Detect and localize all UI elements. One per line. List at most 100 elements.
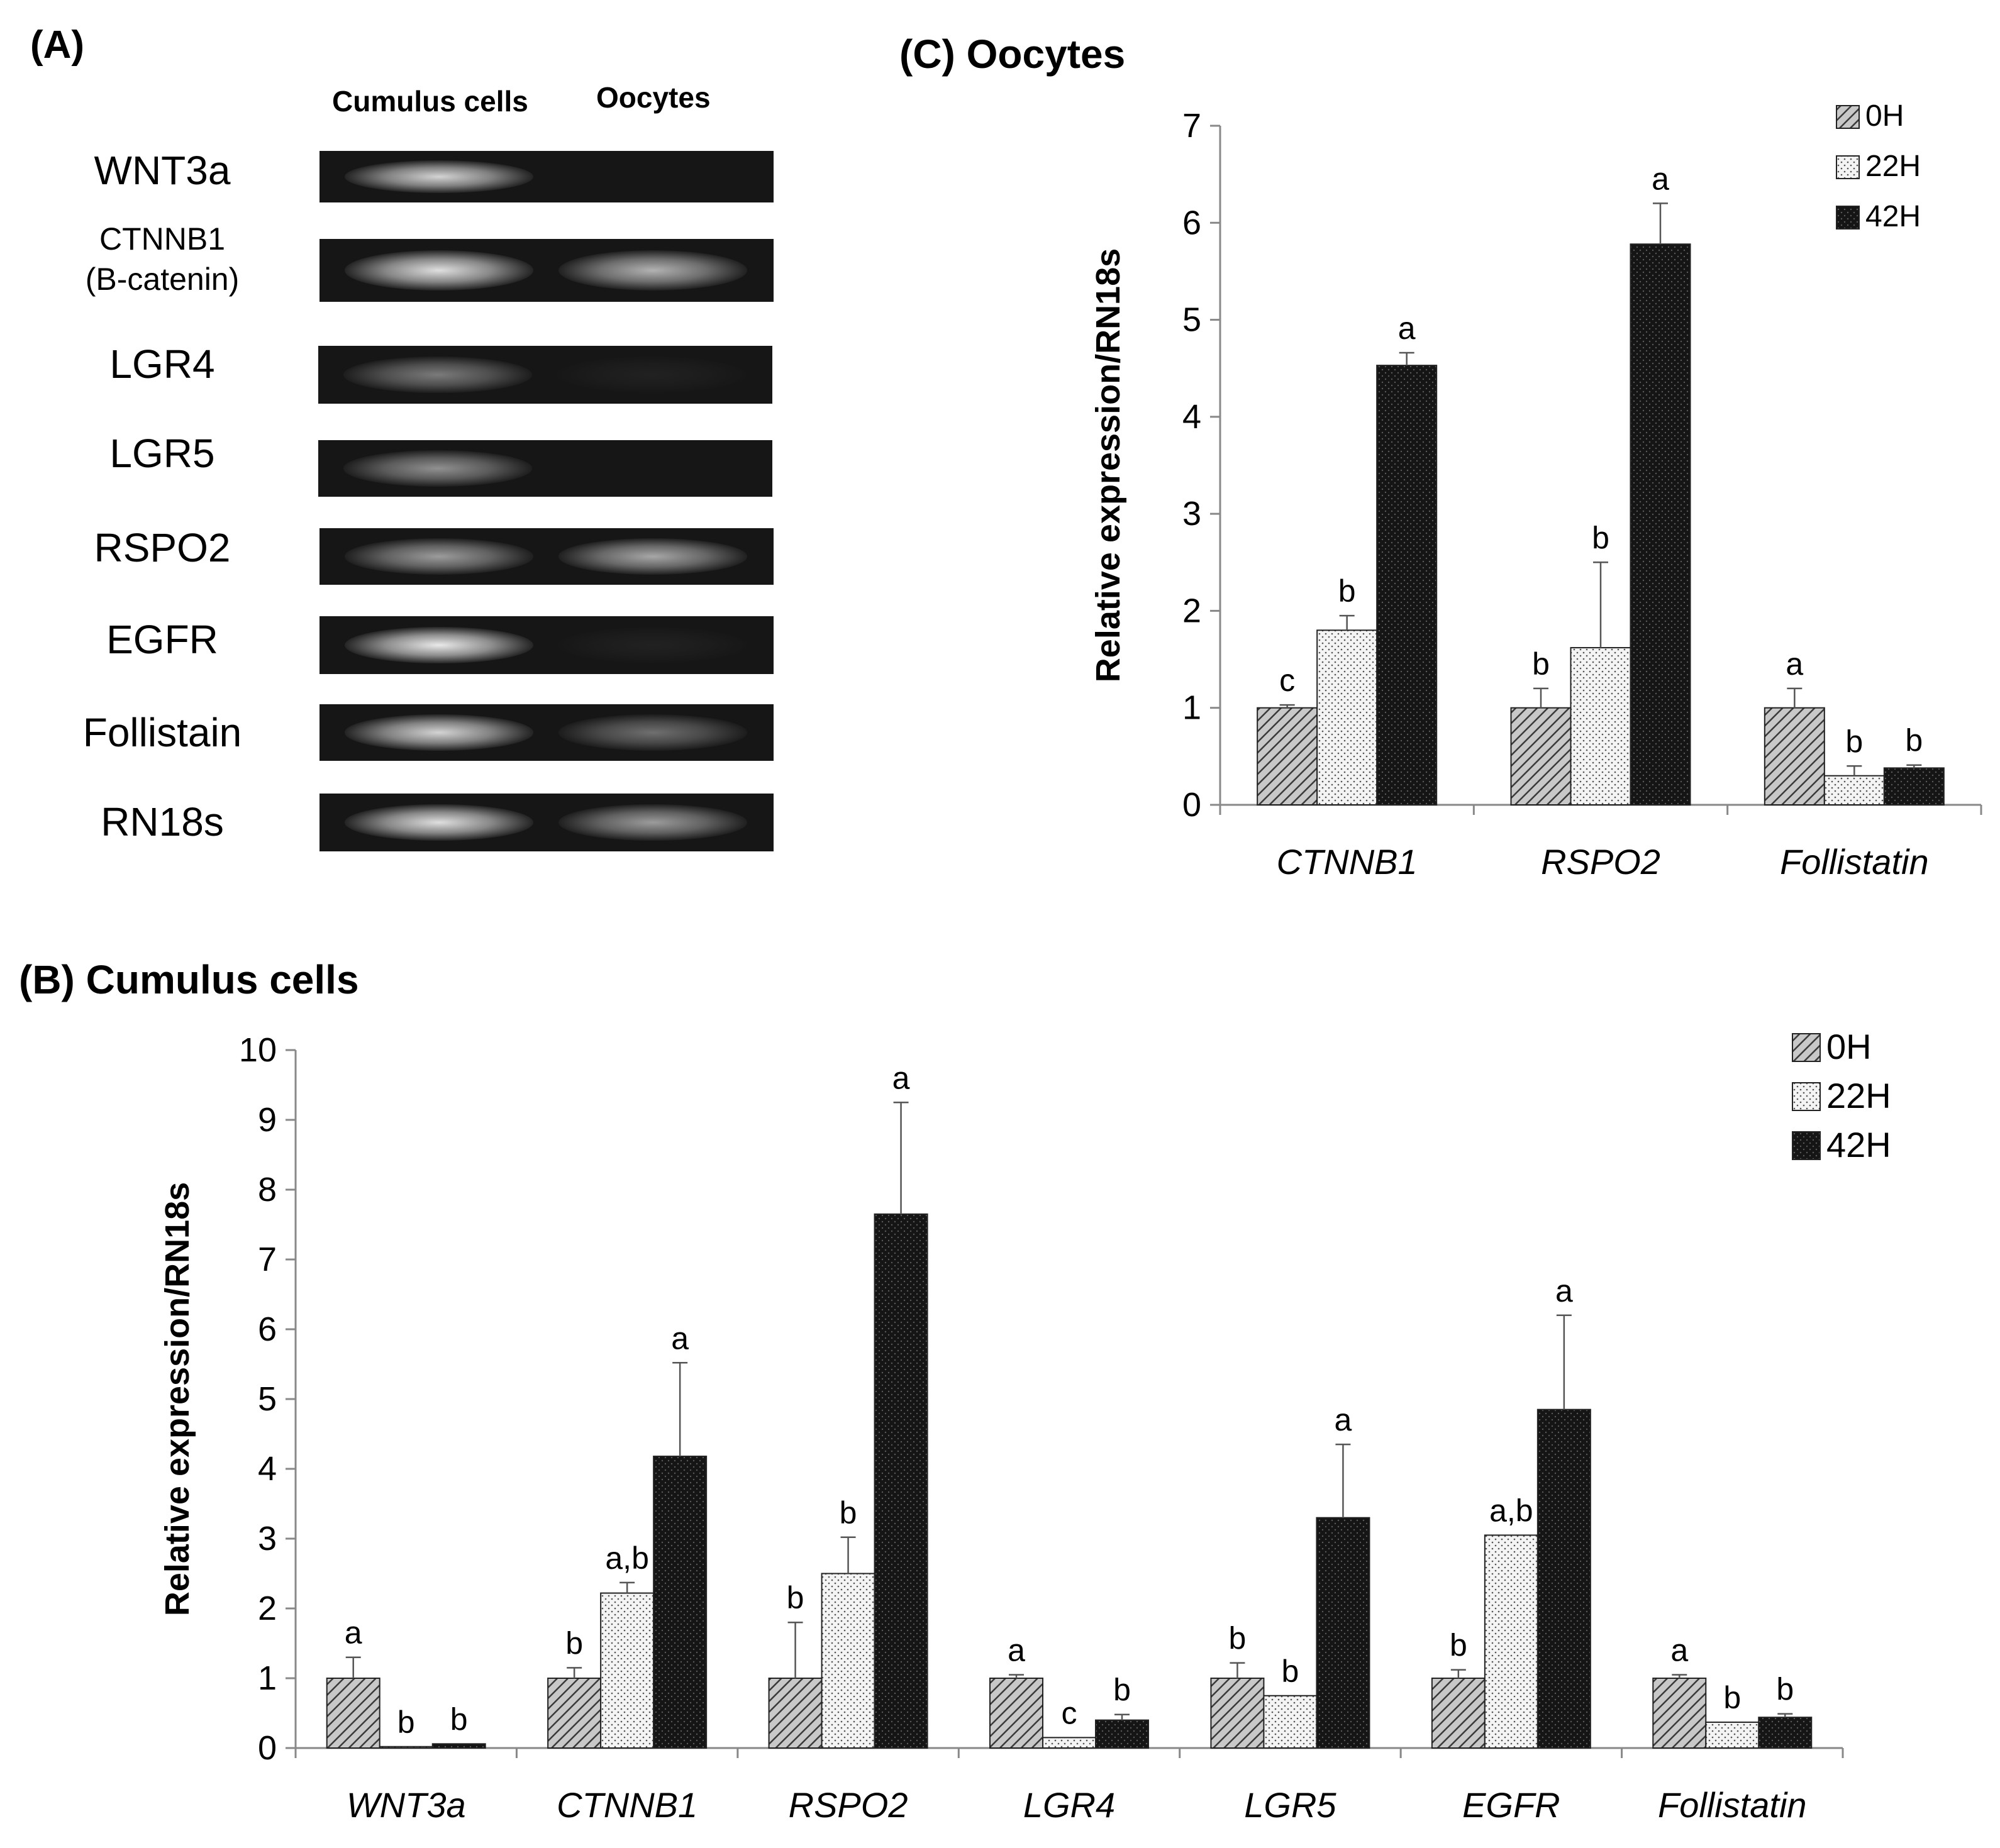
y-tick-label: 4 xyxy=(1182,398,1201,436)
bar xyxy=(768,1678,823,1749)
gel-strip xyxy=(319,528,774,585)
significance-letter: b xyxy=(1450,1628,1467,1663)
gel-band-cumulus xyxy=(345,250,533,290)
significance-letter: a xyxy=(1555,1273,1573,1309)
gel-gene-subname: (B-catenin) xyxy=(85,262,240,297)
gel-band-cumulus xyxy=(343,450,532,487)
bar xyxy=(1042,1737,1096,1749)
y-tick-label: 3 xyxy=(258,1520,277,1558)
gel-band-oocyte xyxy=(558,714,747,751)
significance-letter: c xyxy=(1062,1695,1077,1730)
gel-band-oocyte xyxy=(557,450,746,487)
gel-gene-name: CTNNB1 xyxy=(99,221,226,257)
gel-column-header-oocytes: Oocytes xyxy=(596,81,711,114)
chart-cumulus-cells: (B) Cumulus cells Relative expression/RN1… xyxy=(19,957,1891,1825)
panel-a-label: (A) xyxy=(30,23,85,67)
bar xyxy=(1536,1408,1591,1749)
gel-band-oocyte xyxy=(558,250,747,290)
significance-letter: a xyxy=(1335,1402,1352,1437)
bar xyxy=(1510,707,1572,805)
bar xyxy=(1316,629,1378,805)
significance-letter: a xyxy=(1652,161,1669,196)
significance-letter: b xyxy=(565,1625,583,1661)
gel-gene-label: RSPO2 xyxy=(94,525,231,570)
gel-band-oocyte xyxy=(558,538,747,575)
bar xyxy=(1823,775,1885,805)
y-tick-label: 6 xyxy=(1182,204,1201,241)
x-category-label: CTNNB1 xyxy=(1277,842,1418,882)
gel-gene-label: Follistain xyxy=(82,710,242,755)
significance-letter: a xyxy=(1398,311,1416,346)
legend-label: 22H xyxy=(1826,1076,1891,1115)
y-tick-label: 5 xyxy=(1182,301,1201,339)
bar xyxy=(1095,1719,1149,1749)
bar xyxy=(1764,707,1825,805)
bar xyxy=(874,1213,928,1749)
gel-gene-label: CTNNB1 (B-catenin) xyxy=(30,219,294,299)
legend-label: 22H xyxy=(1865,150,1921,183)
legend-swatch xyxy=(1792,1131,1821,1160)
y-tick-label: 2 xyxy=(1182,592,1201,629)
gel-band-cumulus xyxy=(345,160,533,194)
gel-strip xyxy=(319,794,774,851)
legend-swatch xyxy=(1792,1033,1821,1062)
legend-label: 42H xyxy=(1865,200,1921,233)
gel-band-oocyte xyxy=(558,160,747,194)
gel-band-cumulus xyxy=(345,538,533,575)
gel-column-header-cumulus: Cumulus cells xyxy=(332,85,528,118)
significance-letter: b xyxy=(1592,520,1609,555)
y-tick-label: 3 xyxy=(1182,495,1201,533)
bar xyxy=(653,1456,708,1749)
significance-letter: a xyxy=(1008,1632,1025,1668)
bar xyxy=(431,1743,486,1749)
gel-gene-label: RN18s xyxy=(101,799,224,844)
gel-strip xyxy=(319,616,774,674)
gel-gene-label: EGFR xyxy=(106,617,218,662)
legend-swatch xyxy=(1836,206,1860,230)
significance-letter: b xyxy=(1229,1621,1247,1656)
gel-band-cumulus xyxy=(345,804,533,841)
bar xyxy=(1652,1678,1707,1749)
bar xyxy=(1758,1717,1813,1749)
legend-swatch xyxy=(1836,105,1860,129)
y-tick-label: 0 xyxy=(258,1729,277,1767)
y-tick-label: 2 xyxy=(258,1590,277,1627)
bar xyxy=(1883,767,1945,806)
bar xyxy=(1705,1721,1760,1749)
gel-band-oocyte xyxy=(557,356,746,394)
significance-letter: b xyxy=(1845,724,1863,759)
y-tick-label: 1 xyxy=(258,1659,277,1697)
significance-letter: b xyxy=(1723,1680,1741,1715)
bar xyxy=(1431,1678,1486,1749)
bar xyxy=(1210,1678,1265,1749)
significance-letter: b xyxy=(1905,723,1923,758)
significance-letter: a,b xyxy=(605,1541,649,1576)
significance-letter: b xyxy=(787,1580,804,1615)
x-category-label: CTNNB1 xyxy=(557,1785,697,1825)
y-tick-label: 9 xyxy=(258,1101,277,1139)
significance-letter: a xyxy=(345,1615,362,1651)
significance-letter: b xyxy=(1113,1673,1131,1708)
gel-band-cumulus xyxy=(345,626,533,664)
bar xyxy=(1376,365,1438,805)
significance-letter: b xyxy=(1532,646,1550,682)
legend-label: 0H xyxy=(1826,1027,1872,1066)
gel-band-oocyte xyxy=(558,626,747,664)
y-axis-label: Relative expression/RN18s xyxy=(158,1182,196,1616)
x-category-label: Follistatin xyxy=(1658,1785,1807,1825)
gel-strip xyxy=(319,704,774,761)
y-tick-label: 7 xyxy=(1182,107,1201,145)
y-tick-label: 10 xyxy=(239,1031,277,1069)
bar xyxy=(600,1592,655,1749)
y-tick-label: 6 xyxy=(258,1310,277,1348)
significance-letter: b xyxy=(397,1705,415,1740)
x-category-label: RSPO2 xyxy=(789,1785,908,1825)
y-tick-label: 5 xyxy=(258,1380,277,1418)
x-category-label: Follistatin xyxy=(1780,842,1929,882)
significance-letter: a xyxy=(1786,646,1803,682)
bar xyxy=(1570,647,1631,805)
y-axis-label: Relative expression/RN18s xyxy=(1089,248,1127,682)
significance-letter: c xyxy=(1279,663,1295,698)
x-category-label: LGR4 xyxy=(1023,1785,1115,1825)
gel-gene-label: LGR5 xyxy=(109,431,215,476)
